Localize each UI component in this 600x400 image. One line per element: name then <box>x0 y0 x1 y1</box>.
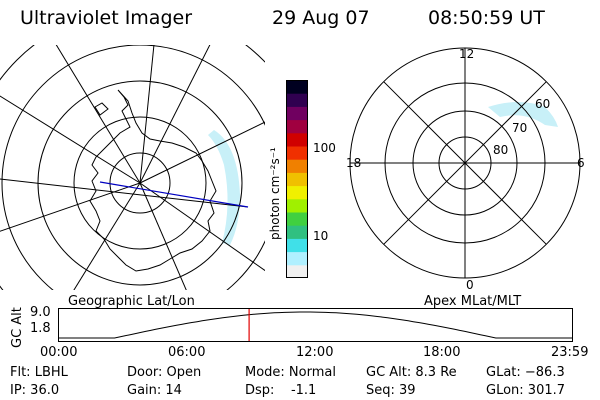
mlt-label-6: 6 <box>577 156 585 170</box>
info-glon: GLon: 301.7 <box>486 383 566 398</box>
colorbar-band <box>286 132 308 147</box>
auroral-glow <box>208 130 240 245</box>
info-dsp: Dsp: -1.1 <box>245 383 317 398</box>
right-map-caption: Apex MLat/MLT <box>424 294 522 309</box>
info-mode: Mode: Normal <box>245 365 336 380</box>
info-door: Door: Open <box>127 365 202 380</box>
mlat-label-60: 60 <box>535 97 551 111</box>
antarctica-outline <box>89 89 217 272</box>
alt-axis-label: GC Alt <box>10 307 25 348</box>
mlt-label-12: 12 <box>459 47 475 61</box>
colorbar-band <box>286 172 308 187</box>
colorbar-band <box>286 146 308 160</box>
track-line <box>99 181 249 208</box>
colorbar-band <box>286 106 308 121</box>
colorbar-band <box>286 159 308 173</box>
colorbar-unit-label: photon cm⁻²s⁻¹ <box>268 147 282 240</box>
x-tick-4: 23:59 <box>551 345 589 360</box>
altitude-plot <box>58 308 573 342</box>
x-tick-2: 12:00 <box>296 345 334 360</box>
colorbar-band <box>286 119 308 134</box>
colorbar-band <box>286 264 308 278</box>
lat-circle-1 <box>109 152 171 214</box>
colorbar-band <box>286 198 308 213</box>
info-glat: GLat: −86.3 <box>486 365 565 380</box>
alt-y-tick-high: 9.0 <box>30 305 51 320</box>
colorbar-band <box>286 225 308 239</box>
geographic-map <box>0 45 265 290</box>
alt-y-tick-low: 1.8 <box>30 321 51 336</box>
x-tick-1: 06:00 <box>168 345 206 360</box>
x-tick-0: 00:00 <box>40 345 78 360</box>
info-gc-alt: GC Alt: 8.3 Re <box>366 365 457 380</box>
colorbar-band <box>286 93 308 107</box>
auroral-glow-mag <box>488 102 558 127</box>
mlt-label-18: 18 <box>346 156 362 170</box>
left-map-caption: Geographic Lat/Lon <box>68 294 195 309</box>
lat-circle-4 <box>1 45 265 290</box>
mlat-label-70: 70 <box>512 121 528 135</box>
lat-circle-2 <box>73 116 207 250</box>
time-label: 08:50:59 UT <box>428 7 545 29</box>
x-tick-3: 18:00 <box>423 345 461 360</box>
magnetic-map <box>349 47 581 279</box>
date-label: 29 Aug 07 <box>272 7 370 29</box>
colorbar-tick-10: 10 <box>313 229 329 243</box>
colorbar-band <box>286 212 308 226</box>
altitude-curve <box>58 311 573 339</box>
info-ip: IP: 36.0 <box>10 383 60 398</box>
colorbar-band <box>286 251 308 266</box>
info-gain: Gain: 14 <box>127 383 182 398</box>
mlt-label-0: 0 <box>466 278 474 292</box>
colorbar-band <box>286 185 308 200</box>
colorbar <box>286 80 308 278</box>
info-seq: Seq: 39 <box>366 383 416 398</box>
colorbar-band <box>286 238 308 253</box>
instrument-title: Ultraviolet Imager <box>20 7 193 29</box>
mlat-label-80: 80 <box>493 143 509 157</box>
colorbar-tick-100: 100 <box>313 141 336 155</box>
colorbar-band <box>286 80 308 94</box>
info-flt: Flt: LBHL <box>10 365 68 380</box>
